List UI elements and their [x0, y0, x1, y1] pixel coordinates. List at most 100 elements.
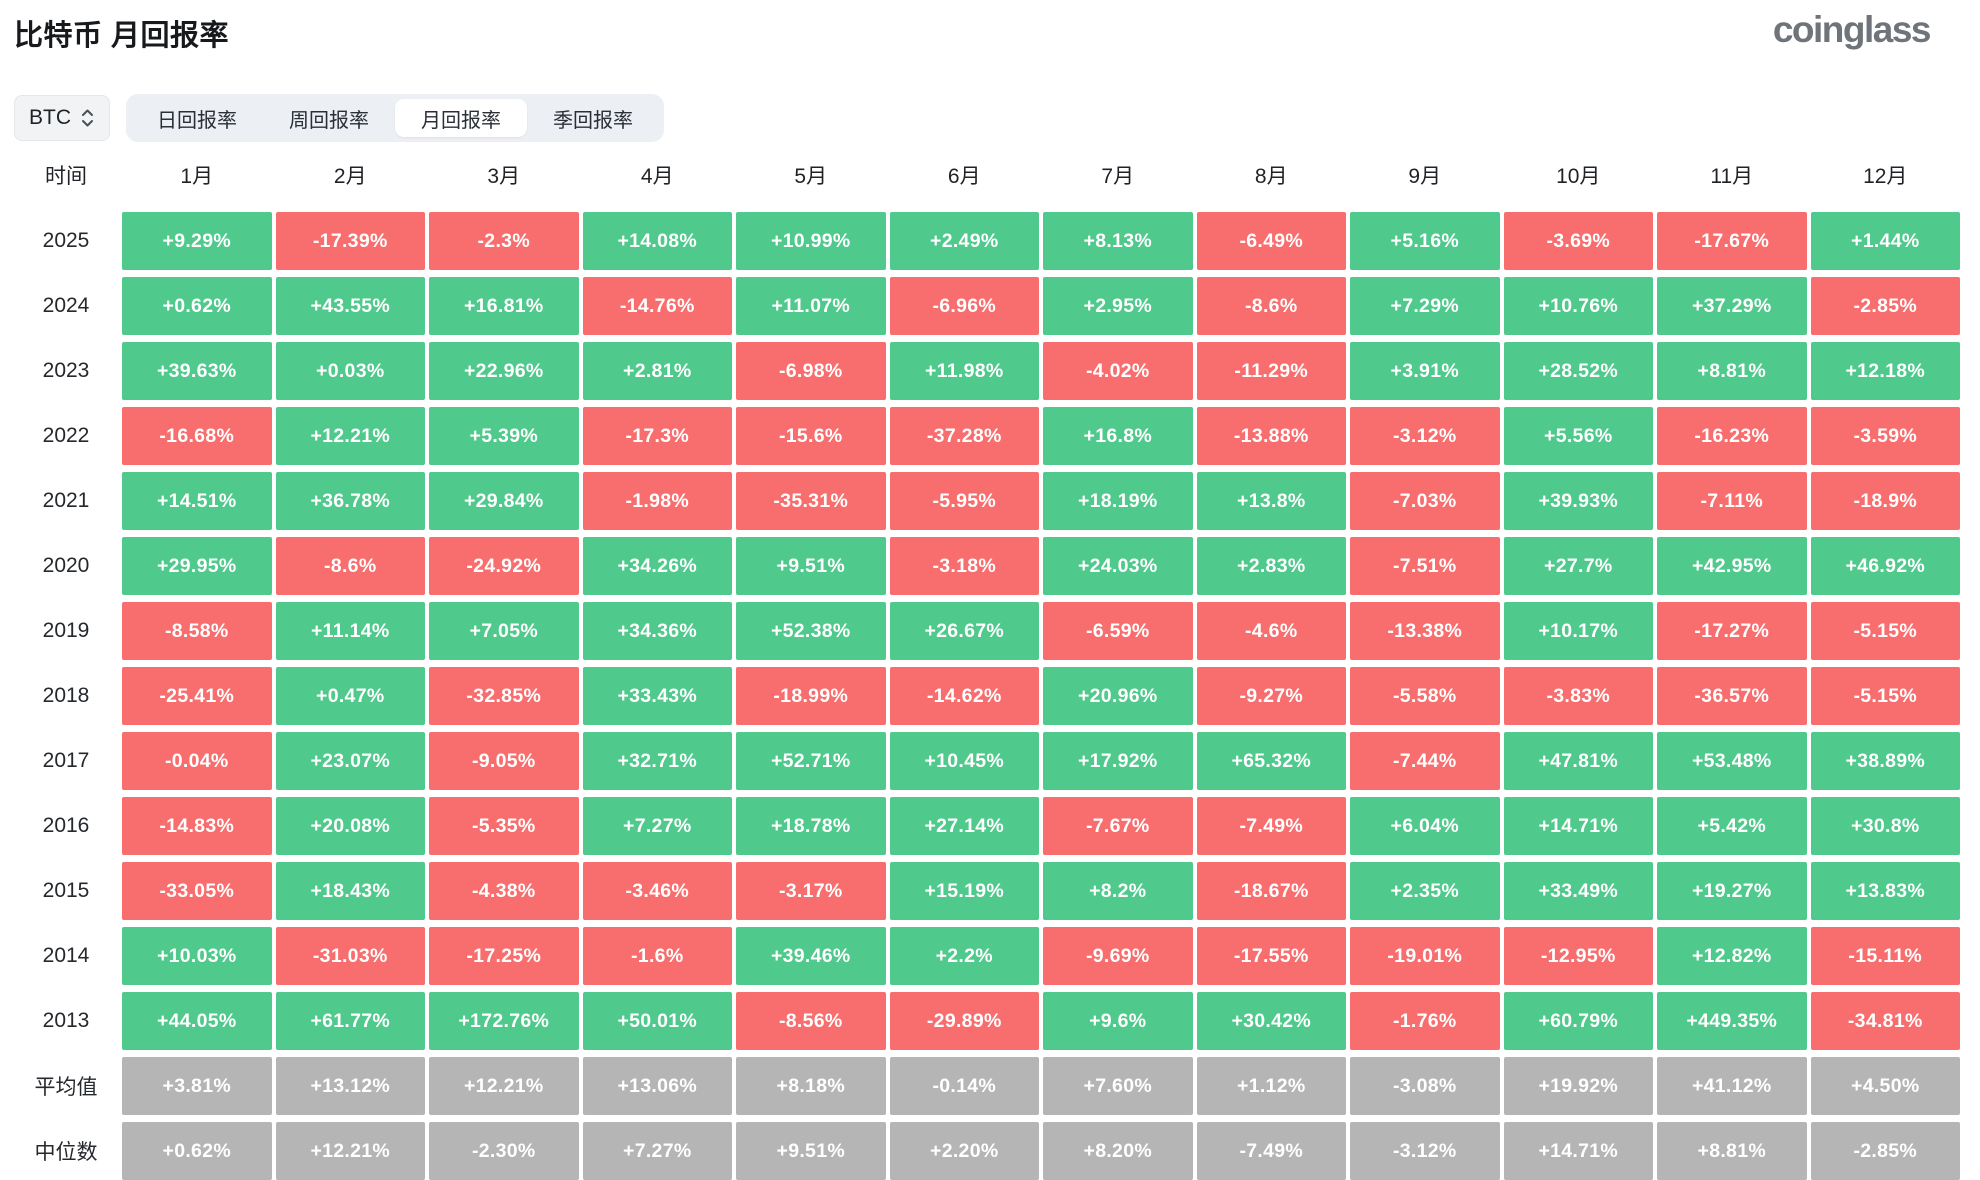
return-cell: -33.05% [122, 862, 272, 920]
return-cell: +14.71% [1503, 797, 1653, 855]
return-cell: +60.79% [1503, 992, 1653, 1050]
return-cell: -3.83% [1503, 667, 1653, 725]
return-cell: +15.19% [889, 862, 1039, 920]
return-cell: -14.62% [889, 667, 1039, 725]
return-cell: +14.08% [582, 212, 732, 270]
return-cell: -6.59% [1043, 602, 1193, 660]
return-cell: -2.85% [1810, 277, 1960, 335]
return-cell: +2.81% [582, 342, 732, 400]
month-column-header: 2月 [333, 165, 367, 188]
month-column-header: 7月 [1101, 165, 1135, 188]
tab-monthly-returns[interactable]: 月回报率 [395, 99, 527, 137]
return-cell: -17.3% [582, 407, 732, 465]
return-cell: -7.67% [1043, 797, 1193, 855]
return-cell: +0.62% [122, 1122, 272, 1180]
return-cell: -5.35% [429, 797, 579, 855]
month-column-header: 11月 [1710, 165, 1754, 188]
return-cell: +7.29% [1350, 277, 1500, 335]
tab-quarterly-returns[interactable]: 季回报率 [527, 99, 659, 137]
return-cell: -7.03% [1350, 472, 1500, 530]
return-cell: -8.6% [1196, 277, 1346, 335]
return-cell: +10.45% [889, 732, 1039, 790]
return-cell: -7.51% [1350, 537, 1500, 595]
row-label: 2024 [42, 294, 90, 317]
return-cell: +65.32% [1196, 732, 1346, 790]
return-cell: -2.30% [429, 1122, 579, 1180]
return-cell: -3.08% [1350, 1057, 1500, 1115]
return-cell: -3.12% [1350, 1122, 1500, 1180]
return-cell: -15.6% [736, 407, 886, 465]
return-cell: +9.29% [122, 212, 272, 270]
return-cell: +34.26% [582, 537, 732, 595]
return-cell: -16.23% [1657, 407, 1807, 465]
return-cell: +29.95% [122, 537, 272, 595]
return-cell: +41.12% [1657, 1057, 1807, 1115]
return-cell: -3.12% [1350, 407, 1500, 465]
return-cell: +5.39% [429, 407, 579, 465]
return-cell: +11.07% [736, 277, 886, 335]
return-cell: +43.55% [275, 277, 425, 335]
return-cell: -6.49% [1196, 212, 1346, 270]
return-cell: +9.6% [1043, 992, 1193, 1050]
row-label: 2022 [42, 424, 90, 447]
return-cell: -35.31% [736, 472, 886, 530]
return-cell: +24.03% [1043, 537, 1193, 595]
return-cell: +19.92% [1503, 1057, 1653, 1115]
row-label: 2019 [42, 619, 90, 642]
return-cell: +5.16% [1350, 212, 1500, 270]
return-cell: +8.2% [1043, 862, 1193, 920]
return-cell: +18.19% [1043, 472, 1193, 530]
return-cell: -4.02% [1043, 342, 1193, 400]
row-label: 2017 [42, 749, 90, 772]
row-label: 2013 [42, 1009, 90, 1032]
return-cell: +32.71% [582, 732, 732, 790]
month-column-header: 5月 [794, 165, 828, 188]
return-cell: -18.99% [736, 667, 886, 725]
return-cell: -3.69% [1503, 212, 1653, 270]
monthly-returns-table: 时间 1月 2月 3月 4月 5月 6月 7月 8月 9月 10月 11月 12月 2025 +9.29% -… [14, 160, 1960, 1180]
return-cell: -25.41% [122, 667, 272, 725]
return-cell: +8.18% [736, 1057, 886, 1115]
row-label: 2016 [42, 814, 90, 837]
return-cell: +7.27% [582, 1122, 732, 1180]
return-cell: +33.43% [582, 667, 732, 725]
row-label: 2021 [42, 489, 90, 512]
return-cell: +0.03% [275, 342, 425, 400]
return-cell: -3.18% [889, 537, 1039, 595]
return-cell: -17.67% [1657, 212, 1807, 270]
return-cell: +36.78% [275, 472, 425, 530]
tab-daily-returns[interactable]: 日回报率 [131, 99, 263, 137]
return-cell: -11.29% [1196, 342, 1346, 400]
return-cell: +37.29% [1657, 277, 1807, 335]
tab-weekly-returns[interactable]: 周回报率 [263, 99, 395, 137]
return-cell: +22.96% [429, 342, 579, 400]
return-cell: +2.49% [889, 212, 1039, 270]
return-cell: +449.35% [1657, 992, 1807, 1050]
return-cell: +10.17% [1503, 602, 1653, 660]
return-cell: -14.76% [582, 277, 732, 335]
row-label: 中位数 [34, 1141, 98, 1164]
return-cell: -7.44% [1350, 732, 1500, 790]
symbol-select[interactable]: BTC [14, 95, 110, 141]
month-column-header: 10月 [1556, 165, 1601, 188]
return-cell: +8.13% [1043, 212, 1193, 270]
return-cell: -17.25% [429, 927, 579, 985]
return-cell: +7.60% [1043, 1057, 1193, 1115]
return-cell: -5.15% [1810, 667, 1960, 725]
return-cell: -18.67% [1196, 862, 1346, 920]
return-cell: +2.2% [889, 927, 1039, 985]
return-cell: +1.44% [1810, 212, 1960, 270]
return-cell: +0.47% [275, 667, 425, 725]
return-cell: -5.95% [889, 472, 1039, 530]
return-cell: +4.50% [1810, 1057, 1960, 1115]
return-cell: +52.71% [736, 732, 886, 790]
return-cell: +19.27% [1657, 862, 1807, 920]
month-column-header: 8月 [1254, 165, 1288, 188]
return-cell: +17.92% [1043, 732, 1193, 790]
return-cell: +18.43% [275, 862, 425, 920]
return-cell: +34.36% [582, 602, 732, 660]
return-cell: +8.20% [1043, 1122, 1193, 1180]
return-cell: +44.05% [122, 992, 272, 1050]
return-cell: +2.83% [1196, 537, 1346, 595]
return-cell: -29.89% [889, 992, 1039, 1050]
